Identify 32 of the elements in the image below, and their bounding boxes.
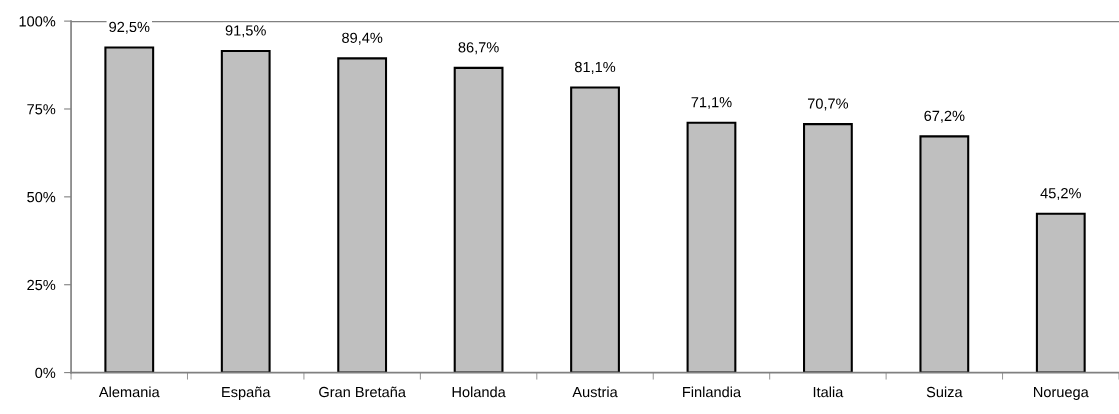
y-tick-label: 0% — [35, 367, 56, 379]
data-label: 81,1% — [574, 61, 616, 74]
x-tick-label: Holanda — [452, 386, 506, 398]
bar — [686, 121, 737, 373]
bar — [802, 123, 853, 373]
x-tick-label: Italia — [813, 386, 844, 398]
bar — [453, 66, 504, 373]
bar — [570, 86, 620, 373]
bar — [1035, 212, 1086, 373]
data-label: 92,5% — [109, 21, 150, 34]
data-label: 67,2% — [924, 110, 965, 123]
x-tick-label: España — [222, 386, 271, 401]
y-tick-label: 50% — [27, 191, 56, 203]
bar — [919, 135, 970, 373]
data-label: 70,7% — [807, 98, 849, 111]
bar — [104, 46, 155, 373]
x-tick-label: Finlandia — [683, 386, 742, 398]
x-tick-label: Noruega — [1034, 387, 1089, 401]
data-label: 71,1% — [691, 97, 732, 110]
data-label: 91,5% — [225, 25, 266, 38]
bar — [220, 49, 271, 373]
bar — [337, 57, 388, 373]
data-label: 86,7% — [458, 42, 499, 55]
y-tick-label: 25% — [27, 279, 56, 291]
x-tick-label: Gran Bretaña — [319, 386, 406, 398]
y-tick-label: 100% — [19, 16, 56, 27]
data-label: 89,4% — [342, 32, 383, 45]
data-label: 45,2% — [1040, 188, 1081, 201]
x-tick-label: Alemania — [98, 386, 160, 398]
y-tick-label: 75% — [27, 104, 56, 115]
x-tick-label: Suiza — [926, 386, 963, 398]
x-tick-label: Austria — [572, 386, 618, 398]
